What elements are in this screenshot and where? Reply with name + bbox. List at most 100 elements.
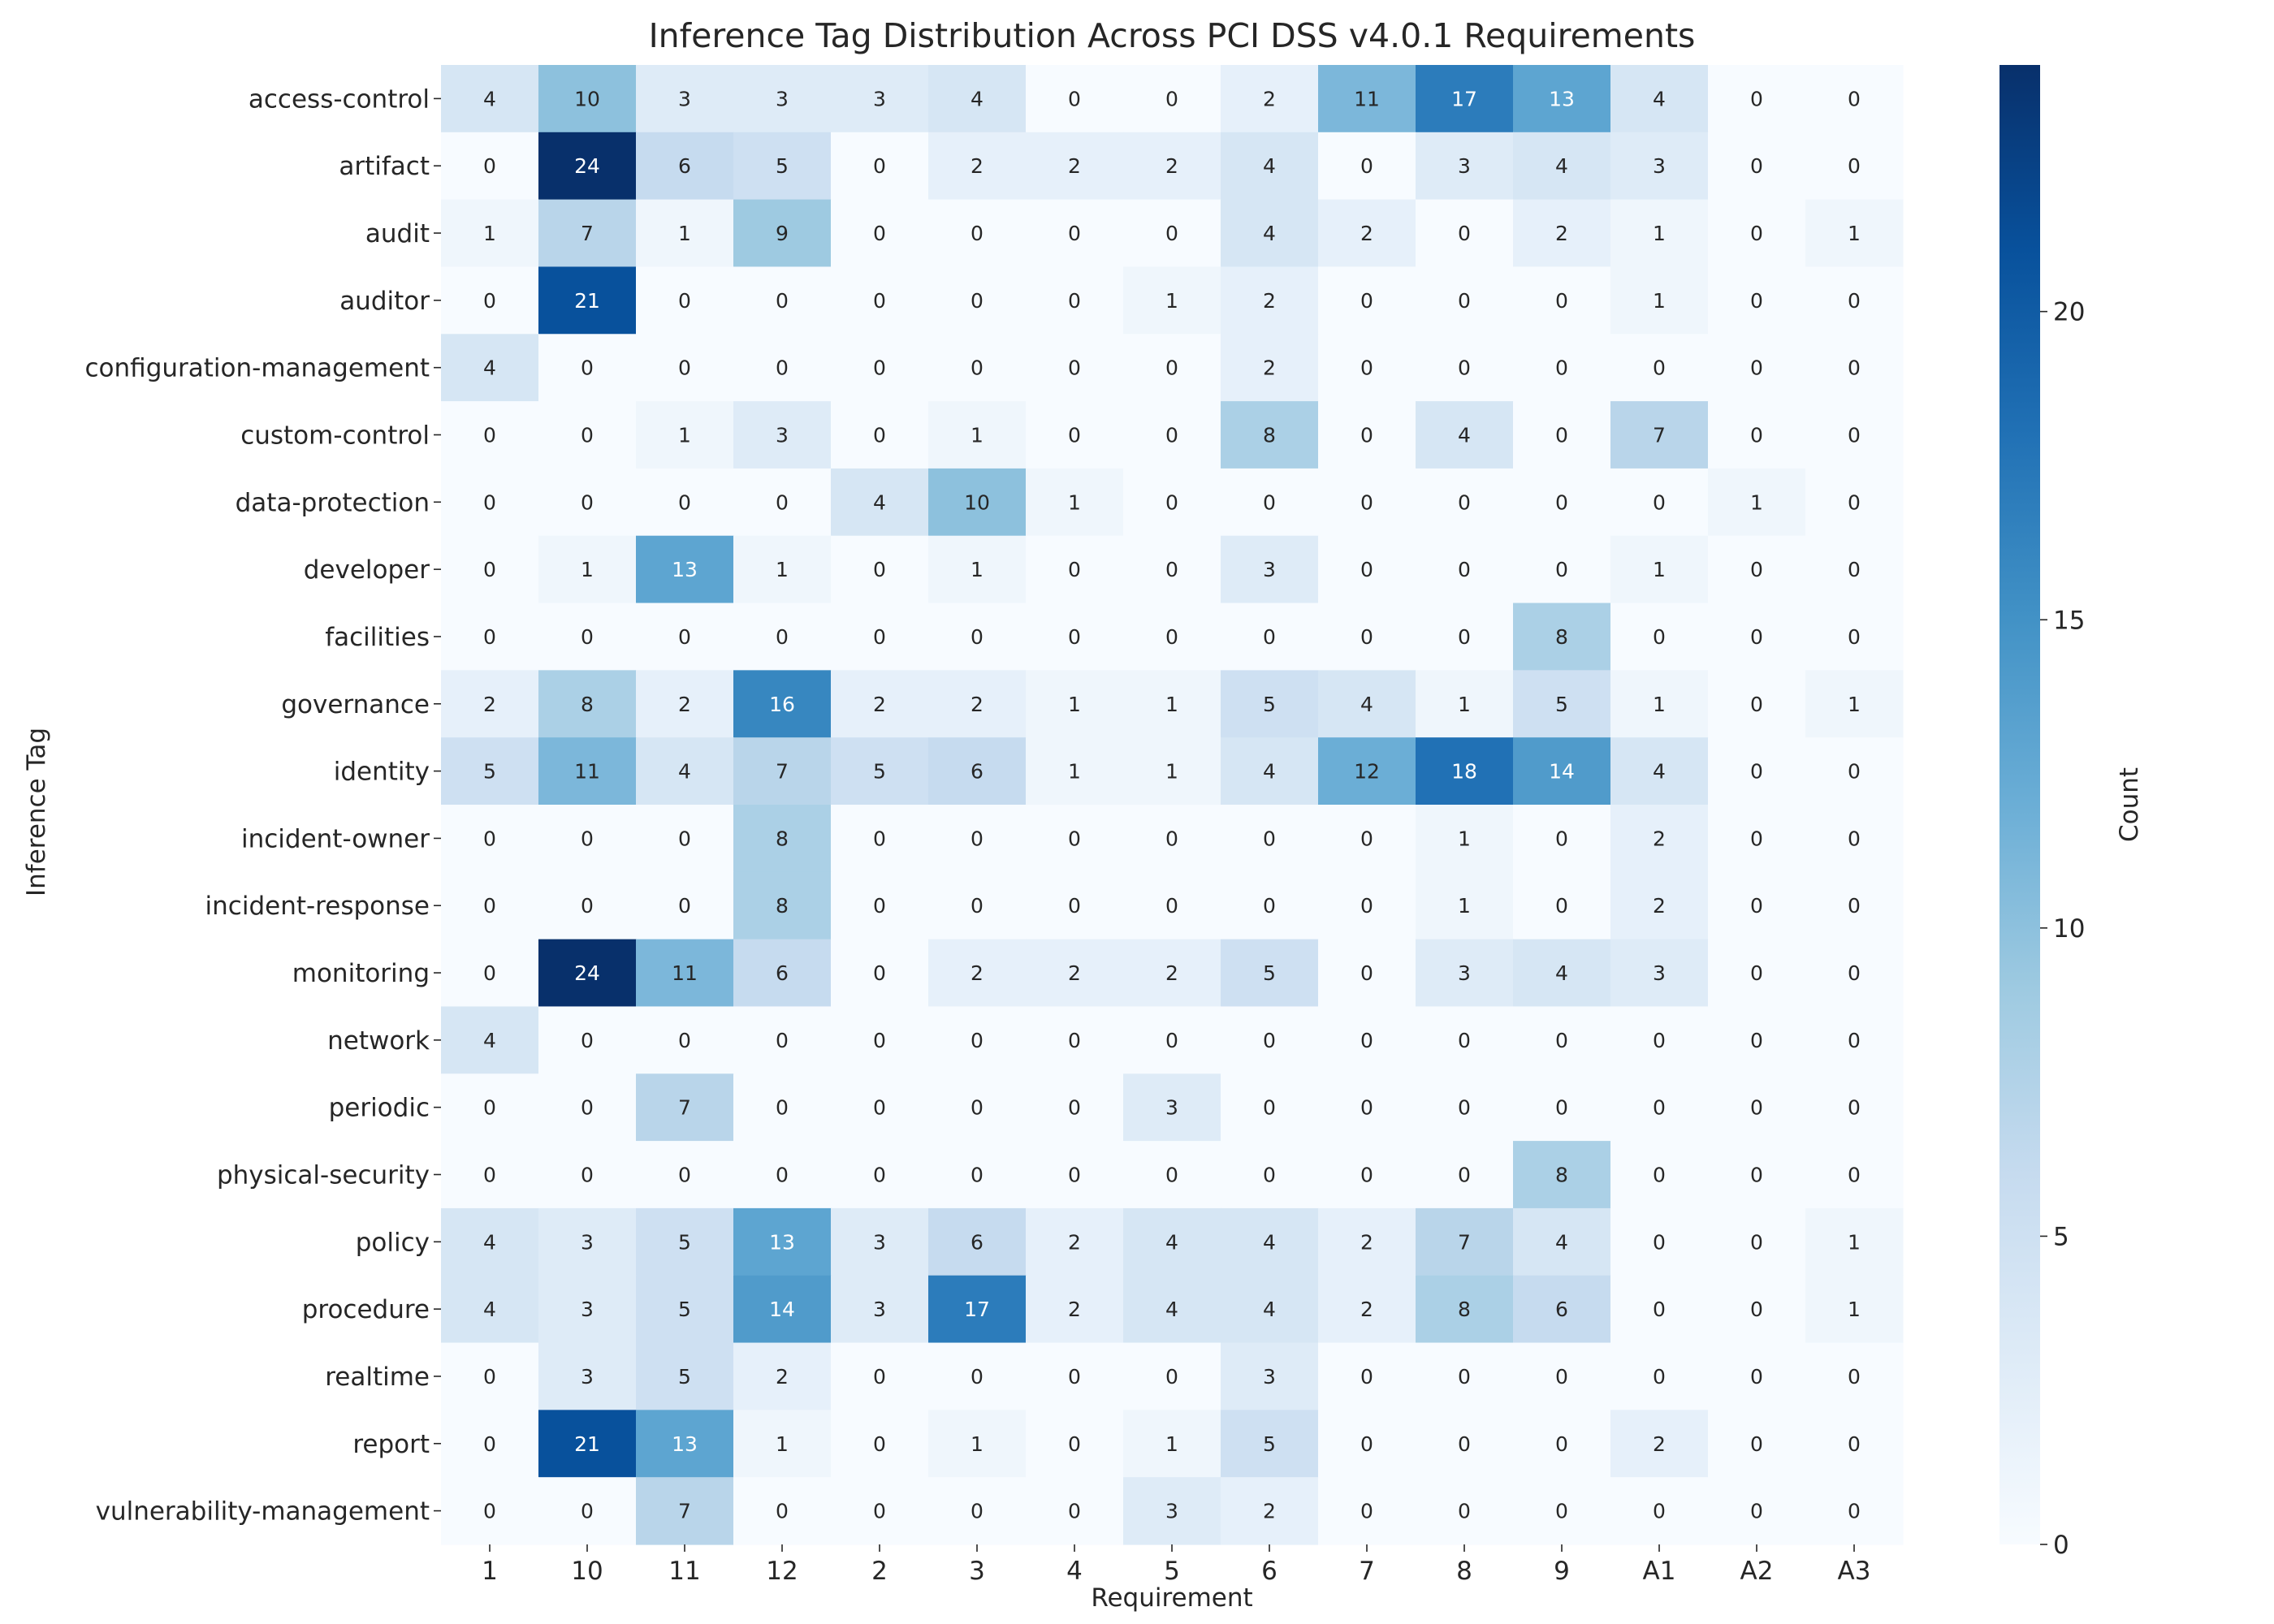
heatmap-cell <box>1221 1207 1319 1276</box>
cell-value-label: 0 <box>776 356 789 380</box>
cell-value-label: 0 <box>1653 356 1666 380</box>
cell-value-label: 0 <box>483 424 496 447</box>
heatmap-cell <box>441 266 539 335</box>
cell-value-label: 8 <box>581 693 594 716</box>
y-tick-label: periodic <box>329 1094 430 1123</box>
cell-value-label: 8 <box>776 894 789 918</box>
cell-value-label: 0 <box>1750 558 1763 581</box>
cell-value-label: 0 <box>483 289 496 313</box>
cell-value-label: 4 <box>1555 961 1568 985</box>
heatmap-cell <box>1805 737 1904 806</box>
y-tick-label: identity <box>334 758 430 787</box>
cell-value-label: 18 <box>1451 760 1477 784</box>
y-tick-label: procedure <box>302 1295 430 1324</box>
heatmap-cell <box>538 1275 637 1344</box>
cell-value-label: 0 <box>1360 424 1373 447</box>
cell-value-label: 1 <box>1068 693 1081 716</box>
heatmap-cell <box>831 939 929 1008</box>
heatmap-cell <box>1318 670 1416 738</box>
cell-value-label: 0 <box>1458 490 1471 514</box>
heatmap-cell <box>1708 1275 1806 1344</box>
cell-value-label: 0 <box>873 558 886 581</box>
cell-value-label: 0 <box>1750 1432 1763 1456</box>
cell-value-label: 0 <box>1360 1164 1373 1187</box>
cell-value-label: 1 <box>1848 693 1861 716</box>
cell-value-label: 4 <box>1165 1298 1178 1321</box>
cell-value-label: 3 <box>1263 1365 1276 1389</box>
cell-value-label: 0 <box>1750 625 1763 649</box>
cell-value-label: 1 <box>1068 760 1081 784</box>
cell-value-label: 4 <box>1263 760 1276 784</box>
heatmap-cell <box>733 132 832 201</box>
heatmap-cell <box>636 939 734 1008</box>
heatmap-cell <box>636 199 734 268</box>
heatmap-cell <box>1221 468 1319 537</box>
heatmap-cell <box>733 670 832 738</box>
cell-value-label: 0 <box>1848 356 1861 380</box>
cell-value-label: 7 <box>1458 1230 1471 1254</box>
cell-value-label: 1 <box>776 558 789 581</box>
heatmap-cell <box>733 468 832 537</box>
heatmap-cell <box>1416 199 1514 268</box>
heatmap-cell <box>1513 670 1611 738</box>
cell-value-label: 4 <box>1263 1230 1276 1254</box>
cell-value-label: 0 <box>581 356 594 380</box>
heatmap-cell <box>441 1275 539 1344</box>
cell-value-label: 7 <box>678 1096 691 1120</box>
cell-value-label: 14 <box>1549 760 1575 784</box>
cell-value-label: 0 <box>1848 1164 1861 1187</box>
cell-value-label: 0 <box>1750 1298 1763 1321</box>
cell-value-label: 0 <box>971 1029 984 1052</box>
y-tick-label: policy <box>356 1228 430 1257</box>
x-tick-label: 2 <box>871 1557 888 1586</box>
heatmap-cell <box>1416 1477 1514 1545</box>
heatmap-cell <box>1318 805 1416 873</box>
cell-value-label: 4 <box>1555 1230 1568 1254</box>
heatmap-cell <box>1416 1073 1514 1142</box>
heatmap-cell <box>1708 266 1806 335</box>
heatmap-cell <box>1221 1006 1319 1074</box>
heatmap-cell <box>1708 670 1806 738</box>
heatmap-cell <box>1805 132 1904 201</box>
heatmap-cell <box>1805 670 1904 738</box>
cell-value-label: 0 <box>873 289 886 313</box>
heatmap-cell <box>1221 401 1319 469</box>
cell-value-label: 2 <box>1165 154 1178 178</box>
cell-value-label: 0 <box>1653 1230 1666 1254</box>
cell-value-label: 6 <box>678 154 691 178</box>
heatmap-cell <box>1416 535 1514 604</box>
heatmap-cell <box>1513 334 1611 402</box>
cell-value-label: 0 <box>1165 827 1178 850</box>
heatmap-cell <box>1416 1006 1514 1074</box>
heatmap-cell <box>1026 1342 1124 1410</box>
cell-value-label: 5 <box>678 1230 691 1254</box>
cell-value-label: 0 <box>776 490 789 514</box>
heatmap-cell <box>441 603 539 671</box>
heatmap-cell <box>1026 535 1124 604</box>
heatmap-cell <box>1123 939 1221 1008</box>
cell-value-label: 7 <box>1653 424 1666 447</box>
heatmap-cell <box>1123 1410 1221 1478</box>
cell-value-label: 0 <box>873 894 886 918</box>
cell-value-label: 5 <box>483 760 496 784</box>
heatmap-cell <box>733 1141 832 1209</box>
heatmap-cell <box>928 132 1027 201</box>
heatmap-cell <box>1805 1410 1904 1478</box>
cell-value-label: 0 <box>1360 490 1373 514</box>
heatmap-cell <box>1513 199 1611 268</box>
heatmap-cell <box>1708 1073 1806 1142</box>
heatmap-cell <box>928 468 1027 537</box>
x-tick-labels: 1 10 11 12 2 3 4 5 6 7 8 9 A1 A2 A3 <box>482 1544 1870 1586</box>
heatmap-cell <box>1513 1410 1611 1478</box>
heatmap-cell <box>1513 737 1611 806</box>
cell-value-label: 0 <box>1750 1365 1763 1389</box>
cell-value-label: 0 <box>1165 625 1178 649</box>
cell-value-label: 1 <box>1653 222 1666 245</box>
heatmap-cell <box>636 871 734 940</box>
cell-value-label: 5 <box>873 760 886 784</box>
cell-value-label: 1 <box>1458 693 1471 716</box>
cell-value-label: 5 <box>678 1365 691 1389</box>
heatmap-cell <box>1123 1073 1221 1142</box>
heatmap-cell <box>1805 1006 1904 1074</box>
cell-value-label: 4 <box>1165 1230 1178 1254</box>
